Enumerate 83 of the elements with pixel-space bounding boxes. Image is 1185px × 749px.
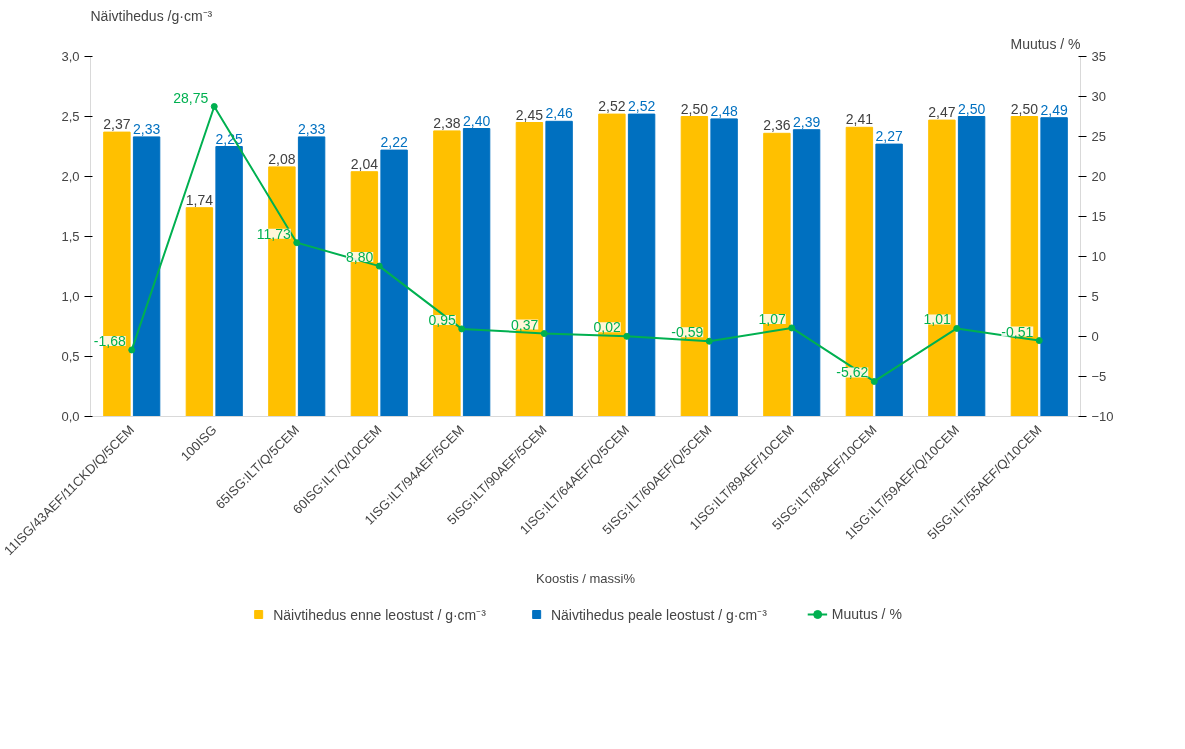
point bbox=[540, 330, 548, 338]
y2-tick-label: 35 bbox=[1091, 49, 1106, 64]
data-label: 1,01 bbox=[923, 311, 951, 328]
data-label: 2,52 bbox=[627, 98, 656, 115]
data-label: 2,49 bbox=[1040, 101, 1068, 118]
data-label: 2,39 bbox=[792, 113, 821, 130]
data-label: 28,75 bbox=[173, 89, 209, 106]
y2-axis-title: Muutus / % bbox=[1010, 35, 1081, 52]
legend-label: Muutus / % bbox=[831, 606, 902, 622]
bar bbox=[297, 136, 326, 417]
y2-tick-label: −10 bbox=[1091, 409, 1114, 424]
data-label: 1,74 bbox=[185, 191, 214, 208]
bar bbox=[957, 116, 986, 417]
data-label: 2,40 bbox=[462, 112, 491, 129]
data-label: 0,37 bbox=[511, 316, 539, 333]
point bbox=[953, 324, 961, 332]
y2-tick-label: −5 bbox=[1091, 369, 1107, 384]
data-label: 11,73 bbox=[256, 225, 291, 242]
data-label: 0,95 bbox=[428, 311, 456, 328]
data-label: 2,50 bbox=[680, 100, 709, 117]
y-tick-label: 0,0 bbox=[61, 409, 80, 424]
x-axis-title: Koostis / massi% bbox=[536, 571, 636, 587]
y-axis-title: Näivtihedus /g·cm⁻³ bbox=[90, 7, 213, 24]
data-label: 2,08 bbox=[268, 150, 296, 167]
point bbox=[1035, 337, 1043, 345]
data-label: -0,51 bbox=[1001, 323, 1034, 340]
data-label: 2,41 bbox=[845, 111, 874, 128]
bar bbox=[627, 113, 656, 417]
data-label: 2,45 bbox=[515, 106, 544, 123]
data-label: 2,37 bbox=[103, 116, 131, 133]
y2-tick-label: 30 bbox=[1091, 89, 1106, 104]
point bbox=[293, 239, 301, 247]
bar bbox=[710, 118, 738, 417]
legend-label: Näivtihedus peale leostust / g·cm⁻³ bbox=[550, 605, 767, 624]
y2-tick-label: 5 bbox=[1091, 289, 1099, 304]
data-label: 2,22 bbox=[380, 134, 408, 151]
bar bbox=[875, 143, 903, 417]
data-label: 2,50 bbox=[1010, 100, 1039, 117]
y2-tick-label: 15 bbox=[1091, 209, 1106, 224]
data-label: 2,48 bbox=[710, 102, 738, 119]
data-label: 1,07 bbox=[758, 310, 786, 327]
point bbox=[705, 337, 713, 345]
data-label: 2,52 bbox=[598, 98, 626, 115]
data-label: 0,02 bbox=[593, 319, 621, 336]
bar bbox=[462, 128, 491, 417]
y2-tick-label: 25 bbox=[1091, 129, 1106, 144]
y2-tick-label: 10 bbox=[1091, 249, 1106, 264]
bar bbox=[545, 120, 573, 417]
y-tick-label: 2,0 bbox=[61, 169, 80, 184]
point bbox=[870, 377, 878, 385]
legend-label: Näivtihedus enne leostust / g·cm⁻³ bbox=[273, 605, 486, 624]
point bbox=[128, 346, 136, 354]
data-label: 2,50 bbox=[957, 100, 986, 117]
data-label: 2,04 bbox=[350, 155, 379, 172]
point bbox=[623, 332, 631, 340]
data-label: 2,33 bbox=[297, 120, 326, 137]
bar bbox=[792, 129, 821, 417]
data-label: -5,62 bbox=[836, 364, 869, 381]
y2-tick-label: 20 bbox=[1091, 169, 1106, 184]
data-label: 2,27 bbox=[875, 128, 903, 145]
data-label: 2,46 bbox=[545, 105, 573, 122]
bar bbox=[1040, 117, 1068, 417]
point bbox=[458, 325, 466, 333]
bar bbox=[215, 146, 243, 417]
bar bbox=[132, 136, 161, 417]
point bbox=[375, 262, 383, 270]
y-tick-label: 2,5 bbox=[61, 109, 80, 124]
y-tick-label: 1,5 bbox=[61, 229, 80, 244]
data-label: 2,33 bbox=[132, 120, 161, 137]
y-tick-label: 0,5 bbox=[61, 349, 80, 364]
y-tick-label: 3,0 bbox=[61, 49, 80, 64]
bar bbox=[185, 207, 214, 417]
data-label: 8,80 bbox=[346, 249, 374, 266]
data-label: 2,38 bbox=[433, 114, 461, 131]
point bbox=[788, 324, 796, 332]
y-tick-label: 1,0 bbox=[61, 289, 80, 304]
y2-tick-label: 0 bbox=[1091, 329, 1099, 344]
data-label: -1,68 bbox=[93, 332, 126, 349]
point bbox=[210, 103, 218, 110]
data-label: 2,47 bbox=[928, 104, 956, 121]
data-label: 2,36 bbox=[763, 117, 791, 134]
bar bbox=[380, 149, 408, 417]
data-label: -0,59 bbox=[671, 324, 704, 341]
